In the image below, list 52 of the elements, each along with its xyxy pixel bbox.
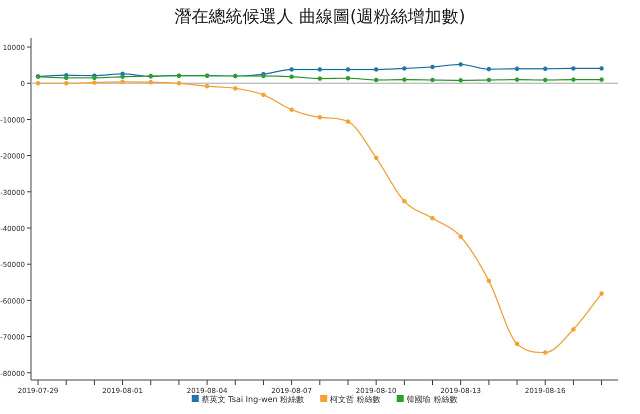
point [318,67,322,72]
point [402,199,407,204]
point [318,115,322,120]
point [120,80,125,84]
point [514,66,520,71]
point [36,81,40,86]
chart-title: 潛在總統候選人 曲線圖(週粉絲增加數) [174,7,466,27]
point [92,80,97,85]
point [318,76,322,81]
point [571,77,576,82]
point [514,342,520,346]
legend-label: 柯文哲 粉絲數 [330,395,381,404]
point [543,66,548,71]
point [599,66,604,71]
point [402,66,407,71]
point [64,76,68,80]
point [599,77,604,82]
point [261,92,266,98]
point [148,80,153,84]
point [430,216,435,220]
point [374,78,378,82]
point [543,78,548,82]
point [458,78,463,83]
point [543,350,548,355]
point [458,234,463,239]
point [289,74,294,79]
point [176,81,182,86]
point [430,78,435,82]
point [402,77,407,82]
point [374,67,378,72]
point [486,78,492,82]
point [92,76,97,80]
point [374,156,378,160]
point [514,77,520,82]
legend-label: 蔡英文 Tsai Ing-wen 粉絲數 [202,395,304,404]
point [458,62,463,67]
point [346,119,350,124]
point [120,74,125,79]
point [289,67,294,72]
point [430,64,435,70]
point [346,76,350,80]
point [204,84,210,88]
point [486,278,492,284]
legend-label: 韓國瑜 粉絲數 [406,395,458,404]
point [346,67,350,72]
point [599,291,604,296]
point [233,86,238,91]
point [571,327,576,332]
point [486,66,492,72]
point [289,107,294,112]
point [571,66,576,71]
point [64,81,68,86]
